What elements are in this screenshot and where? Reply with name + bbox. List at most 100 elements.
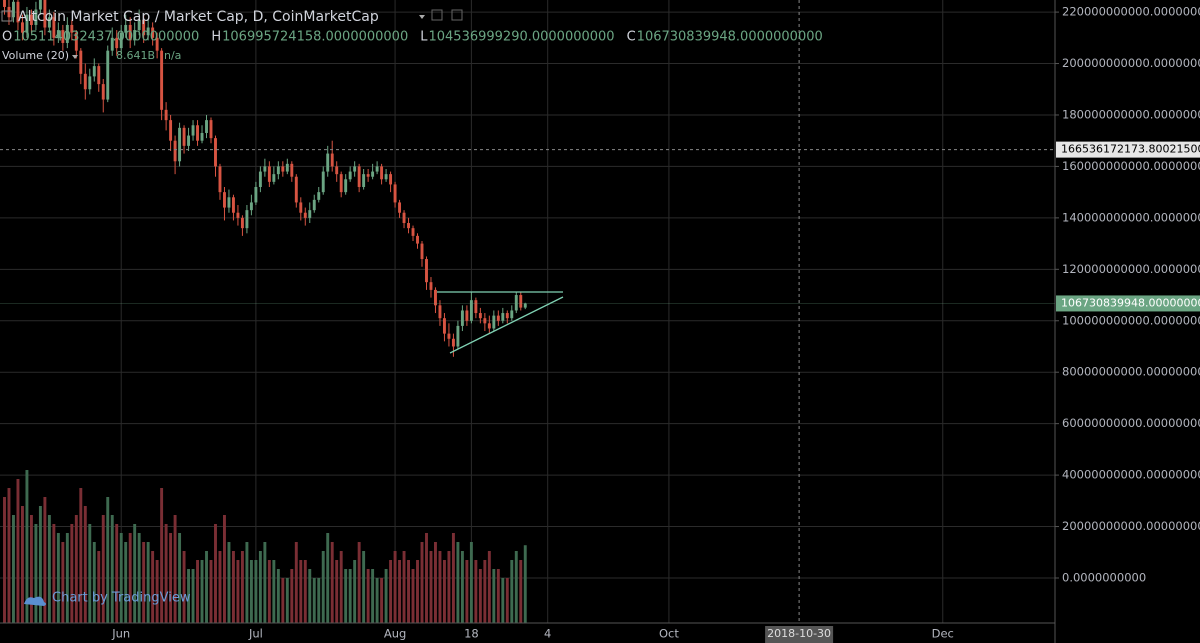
volume-bar xyxy=(496,569,500,623)
volume-bar xyxy=(393,551,397,623)
candle-body xyxy=(173,140,177,162)
y-tick-label: 80000000000.0000000000 xyxy=(1062,365,1200,379)
y-tick-label: 100000000000.0000000000 xyxy=(1062,313,1200,327)
close-button[interactable] xyxy=(451,9,463,21)
candle-body xyxy=(339,174,343,193)
volume-bar xyxy=(474,560,478,623)
candle-layer xyxy=(3,0,527,357)
volume-bar xyxy=(218,551,222,623)
candle-body xyxy=(398,202,402,213)
candle-body xyxy=(425,259,428,283)
volume-bar xyxy=(460,551,464,623)
volume-bar xyxy=(276,569,280,623)
candle-body xyxy=(79,50,83,74)
candle-body xyxy=(281,166,285,172)
candle-body xyxy=(465,310,469,321)
volume-bar xyxy=(214,524,217,623)
candle-body xyxy=(38,0,42,10)
volume-bar xyxy=(88,524,92,623)
last-price-label: 106730839948.0000000000 xyxy=(1061,296,1200,309)
volume-bar xyxy=(25,470,29,623)
candle-body xyxy=(200,132,204,141)
hide-button[interactable] xyxy=(431,9,443,21)
candle-body xyxy=(519,295,523,308)
volume-bar xyxy=(124,542,128,623)
volume-bar xyxy=(254,560,258,623)
volume-bar xyxy=(442,560,446,623)
volume-bar xyxy=(483,560,487,623)
candle-body xyxy=(348,171,352,180)
volume-bar xyxy=(451,533,455,623)
volume-bar xyxy=(92,542,96,623)
candle-body xyxy=(151,27,155,38)
volume-bar xyxy=(29,515,33,623)
candle-body xyxy=(43,0,47,28)
candle-body xyxy=(290,163,294,177)
candle-body xyxy=(366,174,370,177)
volume-bar xyxy=(339,551,343,623)
candle-body xyxy=(236,212,240,218)
volume-bar xyxy=(137,533,141,623)
volume-bar xyxy=(411,569,415,623)
candle-body xyxy=(240,217,244,229)
volume-bar xyxy=(478,569,482,623)
candle-body xyxy=(451,338,455,347)
volume-bar xyxy=(389,560,393,623)
candle-body xyxy=(115,37,119,49)
candle-body xyxy=(456,325,460,347)
candle-body xyxy=(12,1,15,18)
volume-bar xyxy=(65,533,69,623)
ohlc-value: 104536999290.0000000000 xyxy=(428,30,614,45)
volume-bar xyxy=(52,524,56,623)
volume-legend-ma: n/a xyxy=(164,49,181,62)
dropdown-caret[interactable] xyxy=(72,55,78,59)
volume-bar xyxy=(155,560,159,623)
volume-bar xyxy=(456,542,460,623)
dropdown-caret[interactable] xyxy=(419,15,425,19)
volume-bar xyxy=(267,560,271,623)
volume-bar xyxy=(74,515,78,623)
volume-bar xyxy=(353,560,357,623)
candle-body xyxy=(416,235,419,244)
x-tick-label: Oct xyxy=(659,627,679,641)
volume-bar xyxy=(249,560,253,623)
volume-bar xyxy=(510,560,514,623)
watermark[interactable]: Chart by TradingView xyxy=(52,591,191,606)
volume-legend-label: Volume (20) xyxy=(2,49,69,62)
candle-body xyxy=(61,30,65,43)
candle-body xyxy=(110,37,114,51)
volume-bar xyxy=(240,551,244,623)
volume-bar xyxy=(465,560,469,623)
volume-bar xyxy=(142,542,146,623)
candle-body xyxy=(29,14,33,25)
x-tick-label: Jun xyxy=(111,627,130,641)
volume-bar xyxy=(205,551,208,623)
candle-body xyxy=(182,127,186,146)
candle-body xyxy=(223,192,226,208)
y-tick-label: 60000000000.0000000000 xyxy=(1062,416,1200,430)
candle-body xyxy=(214,138,217,167)
candle-body xyxy=(299,202,303,213)
candle-body xyxy=(330,153,334,167)
ohlc-letter: H xyxy=(211,30,221,45)
y-tick-label: 40000000000.0000000000 xyxy=(1062,468,1200,482)
candle-body xyxy=(362,174,366,188)
ohlc-value: 105114032437.0000000000 xyxy=(13,30,199,45)
candle-body xyxy=(47,17,51,28)
candle-body xyxy=(411,228,415,236)
volume-bar xyxy=(380,578,384,623)
x-tick-label: 18 xyxy=(464,627,479,641)
candle-body xyxy=(164,109,168,121)
volume-bar xyxy=(434,542,437,623)
candle-body xyxy=(384,174,388,180)
candle-body xyxy=(218,166,222,193)
candle-body xyxy=(434,289,437,306)
candle-body xyxy=(227,197,231,208)
candle-body xyxy=(317,192,321,200)
candle-body xyxy=(402,212,406,224)
y-tick-label: 0.0000000000 xyxy=(1062,570,1146,584)
volume-bar xyxy=(151,551,155,623)
candle-body xyxy=(231,197,235,213)
candle-body xyxy=(420,243,424,260)
